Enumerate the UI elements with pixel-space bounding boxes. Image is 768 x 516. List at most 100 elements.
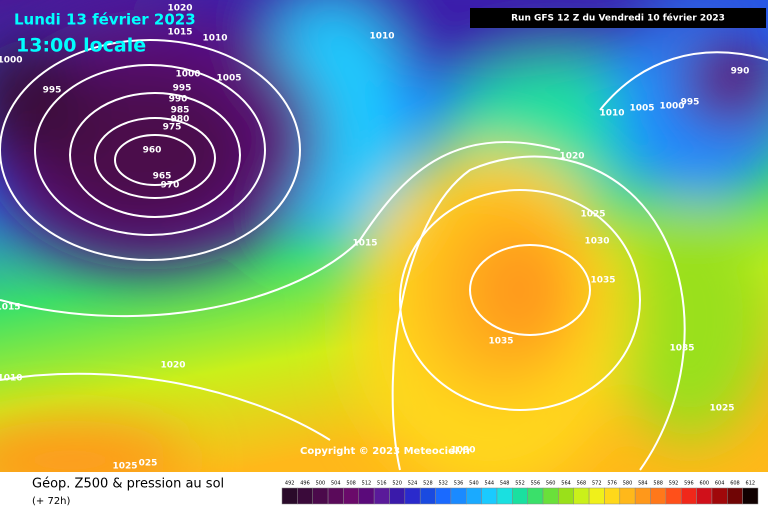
isobar-label: 1035 [669, 344, 694, 354]
colorbar-label: 580 [623, 481, 633, 487]
colorbar-swatch [696, 487, 713, 505]
forecast-date: Lundi 13 février 2023 [14, 11, 196, 29]
colorbar-label: 540 [469, 481, 479, 487]
isobar-label: 975 [163, 123, 182, 133]
isobar-label: 1015 [0, 303, 21, 313]
colorbar-swatch [496, 487, 513, 505]
colorbar-label: 548 [500, 481, 510, 487]
colorbar-label: 536 [454, 481, 464, 487]
colorbar-swatch [281, 487, 298, 505]
isobar-label: 1000 [0, 56, 23, 66]
colorbar-label: 576 [607, 481, 617, 487]
colorbar-swatch [389, 487, 406, 505]
isobar-label: 1010 [202, 34, 227, 44]
isobar-label: 995 [173, 84, 192, 94]
colorbar-swatch [619, 487, 636, 505]
isobar-label: 1020 [559, 152, 584, 162]
colorbar-label: 508 [346, 481, 356, 487]
isobar-label: 1025 [112, 462, 137, 472]
colorbar-label: 544 [485, 481, 495, 487]
colorbar-swatch [727, 487, 743, 505]
isobar-label: 1005 [216, 74, 241, 84]
colorbar-label: 588 [653, 481, 663, 487]
colorbar-swatch [512, 487, 528, 505]
colorbar-swatch [404, 487, 421, 505]
colorbar-label: 568 [577, 481, 587, 487]
colorbar-swatch [680, 487, 697, 505]
colorbar: 492 496 500 504 508 512 516 520 524 528 532 536 540 5… [281, 481, 759, 505]
colorbar-swatch [742, 487, 759, 505]
colorbar-swatch [527, 487, 544, 505]
colorbar-swatch [481, 487, 498, 505]
colorbar-label: 492 [285, 481, 295, 487]
isobar-label: 1020 [167, 4, 192, 14]
isobar-label: 970 [161, 181, 180, 191]
isobar-label: 1000 [659, 102, 684, 112]
colorbar-label: 592 [669, 481, 679, 487]
colorbar-label: 552 [515, 481, 525, 487]
isobar-label: 1030 [450, 446, 475, 456]
isobar-label: 1030 [584, 237, 609, 247]
isobar-label: 1025 [709, 404, 734, 414]
isobar-label: 965 [153, 172, 172, 182]
colorbar-swatch [650, 487, 667, 505]
field [0, 0, 768, 500]
colorbar-swatch [358, 487, 375, 505]
colorbar-label: 512 [362, 481, 372, 487]
isobar-label: 1020 [160, 361, 185, 371]
isobar-label: 960 [143, 146, 162, 156]
isobar-label: 1015 [352, 239, 377, 249]
colorbar-swatch [588, 487, 605, 505]
footer-title: Géop. Z500 & pression au sol [32, 477, 224, 492]
isobar-label: 990 [169, 95, 188, 105]
colorbar-label: 516 [377, 481, 387, 487]
colorbar-label: 612 [746, 481, 756, 487]
colorbar-label: 528 [423, 481, 433, 487]
colorbar-label: 500 [316, 481, 326, 487]
isobar-label: 995 [43, 86, 62, 96]
isobar-label: 1010 [599, 109, 624, 119]
colorbar-label: 504 [331, 481, 341, 487]
colorbar-label: 600 [699, 481, 709, 487]
isobar-label: 1000 [175, 70, 200, 80]
colorbar-swatch [558, 487, 574, 505]
colorbar-swatch [665, 487, 682, 505]
colorbar-swatch [711, 487, 728, 505]
colorbar-swatch [573, 487, 590, 505]
colorbar-label: 524 [408, 481, 418, 487]
colorbar-label: 560 [546, 481, 556, 487]
colorbar-swatch [634, 487, 651, 505]
colorbar-label: 608 [730, 481, 740, 487]
copyright: Copyright © 2023 Meteociel.fr [300, 446, 471, 457]
isobar-label: 985 [171, 106, 190, 116]
isobar-label: 1010 [0, 374, 23, 384]
run-info: Run GFS 12 Z du Vendredi 10 février 2023 [511, 13, 725, 24]
colorbar-swatch [542, 487, 559, 505]
colorbar-swatch [343, 487, 360, 505]
forecast-time: 13:00 locale [16, 35, 146, 57]
isobar-label: 980 [171, 115, 190, 125]
isobar-label: 1035 [488, 337, 513, 347]
colorbar-swatch [327, 487, 344, 505]
isobar-label: 1035 [590, 276, 615, 286]
colorbar-swatch [604, 487, 621, 505]
colorbar-label: 532 [438, 481, 448, 487]
isobar-label: 1025 [580, 210, 605, 220]
colorbar-label: 556 [531, 481, 541, 487]
isobars [0, 39, 768, 471]
run-banner [470, 8, 766, 28]
isobar-label: 1010 [369, 32, 394, 42]
colorbar-swatch [297, 487, 313, 505]
isobar-label: 1015 [167, 28, 192, 38]
colorbar-label: 604 [715, 481, 725, 487]
colorbar-label: 584 [638, 481, 648, 487]
colorbar-label: 520 [392, 481, 402, 487]
isobar-label: 1005 [629, 104, 654, 114]
colorbar-label: 572 [592, 481, 602, 487]
colorbar-label: 496 [300, 481, 310, 487]
colorbar-swatch [419, 487, 436, 505]
colorbar-label: 564 [561, 481, 571, 487]
colorbar-label: 596 [684, 481, 694, 487]
